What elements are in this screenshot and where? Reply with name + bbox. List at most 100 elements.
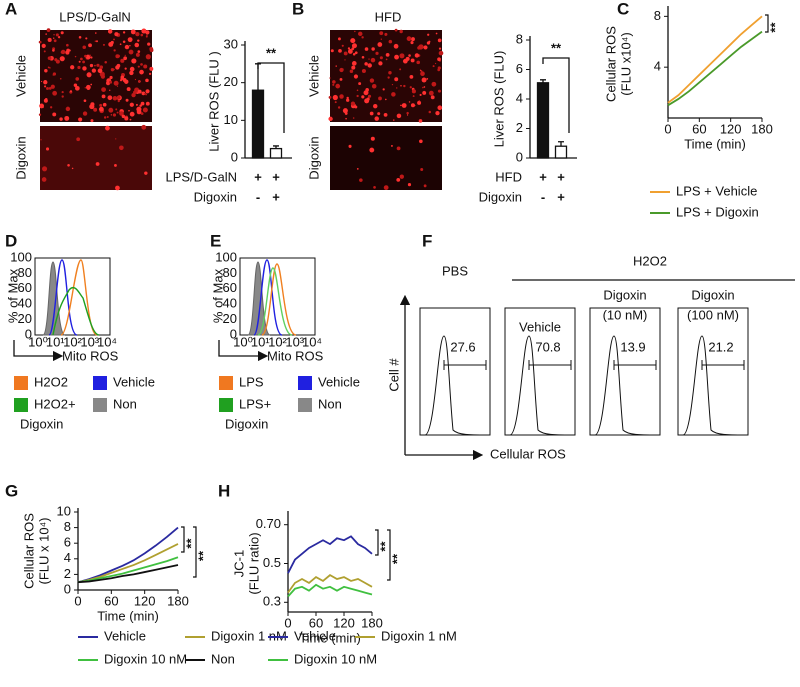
y-tick-label: 0.70 bbox=[256, 516, 281, 531]
fluorescence-dot bbox=[80, 57, 83, 61]
fluorescence-dot bbox=[361, 55, 365, 59]
panel-label: D bbox=[5, 231, 17, 250]
series-line bbox=[77, 556, 179, 584]
fluorescence-dot bbox=[116, 63, 121, 68]
fluorescence-dot bbox=[341, 44, 344, 47]
fluorescence-dot bbox=[347, 49, 353, 54]
fluorescence-dot bbox=[115, 138, 117, 140]
fluorescence-dot bbox=[420, 168, 424, 172]
box-title: Digoxin bbox=[691, 287, 734, 302]
condition-mark: + bbox=[272, 189, 280, 204]
y-tick-label: 6 bbox=[516, 61, 523, 76]
y-tick-label: 10 bbox=[224, 112, 238, 127]
fluorescence-dot bbox=[116, 95, 121, 100]
fluorescence-dot bbox=[124, 79, 129, 84]
gate bbox=[528, 360, 572, 370]
fluorescence-dot bbox=[129, 66, 135, 72]
x-tick-label: 10³ bbox=[80, 334, 99, 349]
gate-value: 21.2 bbox=[708, 339, 733, 354]
fluorescence-dot bbox=[396, 113, 402, 119]
fluorescence-dot bbox=[367, 94, 372, 98]
legend-swatch bbox=[298, 398, 312, 412]
y-tick-label: 10 bbox=[57, 503, 71, 518]
fluorescence-dot bbox=[65, 43, 69, 47]
legend-swatch bbox=[298, 376, 312, 390]
x-axis-label: Mito ROS bbox=[62, 348, 119, 363]
fluorescence-dot bbox=[328, 116, 333, 122]
fluorescence-dot bbox=[115, 185, 120, 191]
fluorescence-dot bbox=[418, 44, 424, 50]
error-bar bbox=[273, 145, 279, 149]
box-title: (10 nM) bbox=[603, 307, 648, 322]
fluorescence-dot bbox=[49, 106, 53, 109]
y-axis-label: Cell # bbox=[386, 358, 401, 392]
fluorescence-dot bbox=[82, 66, 87, 71]
histogram-vehicle bbox=[48, 259, 78, 336]
fluorescence-dot bbox=[41, 166, 48, 172]
fluorescence-dot bbox=[379, 56, 383, 60]
panel-label: B bbox=[292, 0, 304, 18]
fluorescence-dot bbox=[113, 80, 119, 86]
fluorescence-dot bbox=[47, 37, 52, 42]
fluorescence-dot bbox=[138, 80, 141, 83]
fluorescence-dot bbox=[418, 100, 420, 102]
fluorescence-dot bbox=[351, 47, 355, 51]
fluorescence-dot bbox=[76, 137, 81, 142]
fluorescence-dot bbox=[377, 42, 383, 47]
fluorescence-dot bbox=[393, 43, 399, 49]
y-axis-label: % of Max bbox=[5, 268, 20, 323]
fluorescence-dot bbox=[438, 47, 442, 50]
fluorescence-dot bbox=[93, 107, 98, 112]
legend-label: Digoxin 10 nM bbox=[294, 651, 377, 666]
fluorescence-dot bbox=[128, 109, 130, 112]
fluorescence-dot bbox=[354, 51, 358, 55]
fluorescence-dot bbox=[74, 55, 77, 58]
fluorescence-dot bbox=[131, 58, 137, 64]
fluorescence-dot bbox=[380, 38, 383, 40]
fluorescence-dot bbox=[44, 85, 47, 88]
fluorescence-dot bbox=[109, 89, 111, 91]
box-title: (100 nM) bbox=[687, 307, 739, 322]
fluorescence-dot bbox=[85, 58, 87, 60]
fluorescence-dot bbox=[135, 52, 140, 57]
y-axis-label: Liver ROS (FLU ) bbox=[206, 51, 221, 151]
condition-mark: - bbox=[256, 189, 260, 204]
fluorescence-dot bbox=[94, 64, 96, 67]
y-axis-label: (FLU x 10⁴) bbox=[36, 518, 51, 585]
fluorescence-dot bbox=[139, 104, 142, 107]
legend-label: Digoxin bbox=[225, 416, 268, 431]
fluorescence-dot bbox=[383, 112, 388, 117]
fluorescence-dot bbox=[127, 37, 133, 43]
fluorescence-dot bbox=[89, 54, 91, 57]
fluorescence-dot bbox=[145, 89, 150, 94]
fluorescence-dot bbox=[352, 52, 356, 56]
fluorescence-dot bbox=[91, 68, 97, 73]
fluorescence-dot bbox=[373, 186, 376, 189]
fluorescence-dot bbox=[103, 116, 107, 119]
fluorescence-dot bbox=[411, 89, 416, 94]
fluorescence-dot bbox=[88, 43, 92, 48]
fluorescence-dot bbox=[47, 56, 52, 60]
fluorescence-dot bbox=[140, 33, 144, 37]
axis-arrow bbox=[218, 340, 269, 362]
x-tick-label: 120 bbox=[720, 121, 742, 136]
micrograph bbox=[330, 126, 442, 190]
legend-swatch bbox=[219, 398, 233, 412]
fluorescence-dot bbox=[356, 89, 359, 92]
legend-label: Non bbox=[318, 396, 342, 411]
fluorescence-dot bbox=[70, 90, 72, 93]
series-line bbox=[77, 564, 179, 584]
fluorescence-dot bbox=[409, 74, 414, 79]
error-bar bbox=[540, 79, 546, 83]
panel-label: A bbox=[5, 0, 17, 18]
significance-bracket bbox=[387, 529, 391, 581]
fluorescence-dot bbox=[117, 54, 120, 58]
x-tick-label: 180 bbox=[167, 593, 189, 608]
y-tick-label: 20 bbox=[18, 311, 32, 326]
fluorescence-dot bbox=[432, 65, 435, 68]
fluorescence-dot bbox=[140, 112, 144, 115]
significance: ** bbox=[377, 541, 392, 552]
fluorescence-dot bbox=[339, 77, 343, 81]
fluorescence-dot bbox=[348, 144, 352, 148]
fluorescence-dot bbox=[379, 31, 384, 36]
